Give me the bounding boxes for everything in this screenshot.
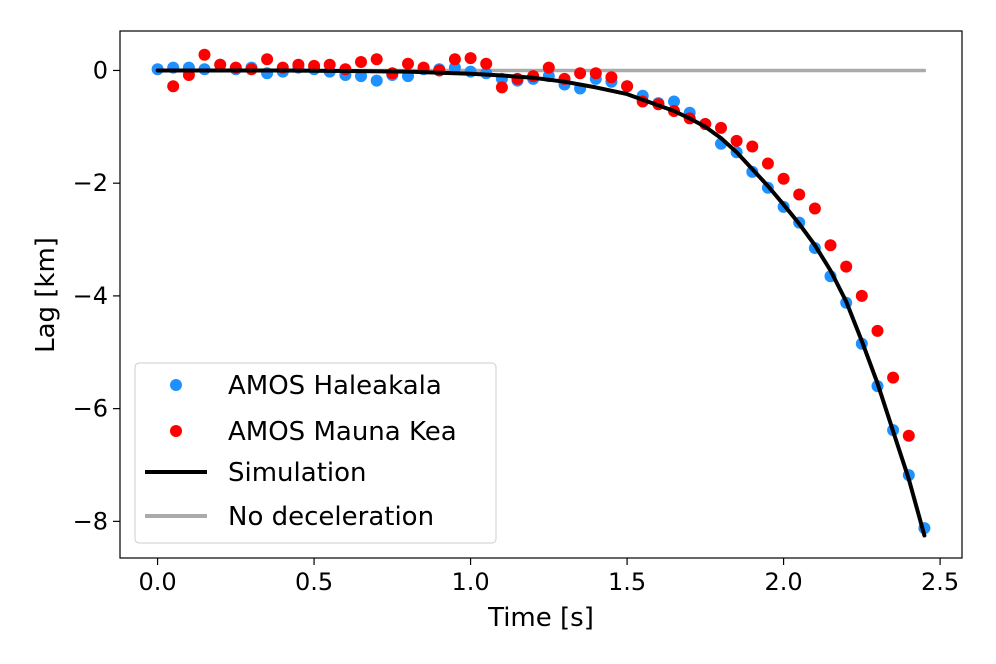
legend-label: AMOS Mauna Kea <box>228 417 457 447</box>
mauna-kea-point <box>292 58 305 71</box>
y-tick-label: −8 <box>73 507 108 535</box>
mauna-kea-point <box>715 121 727 134</box>
mauna-kea-point <box>761 157 774 170</box>
plot-frame <box>119 30 963 559</box>
legend-label: AMOS Haleakala <box>228 371 442 401</box>
x-tick-label: 1.5 <box>608 568 646 596</box>
mauna-kea-point <box>777 172 790 185</box>
mauna-kea-point <box>824 239 837 252</box>
mauna-kea-point <box>840 260 853 273</box>
mauna-kea-point <box>605 71 618 84</box>
haleakala-point <box>668 95 680 108</box>
x-tick-label: 2.0 <box>764 568 802 596</box>
mauna-kea-point <box>621 80 634 93</box>
simulation-line <box>155 68 927 538</box>
mauna-kea-point <box>402 57 414 70</box>
mauna-kea-point <box>855 289 868 302</box>
mauna-kea-point <box>902 429 915 442</box>
mauna-kea-point <box>574 67 587 80</box>
mauna-kea-point <box>887 371 900 384</box>
x-tick-label: 2.5 <box>921 568 959 596</box>
mauna-kea-point <box>198 48 211 61</box>
mauna-kea-point <box>871 324 884 337</box>
haleakala-point <box>370 74 383 87</box>
legend-frame <box>134 362 497 544</box>
y-tick-label: −4 <box>73 282 108 310</box>
mauna-kea-point <box>808 202 821 215</box>
mauna-kea-point <box>589 67 602 80</box>
legend-label: No deceleration <box>228 502 434 532</box>
y-axis-label: Lag [km] <box>31 237 61 353</box>
legend-marker <box>170 425 182 437</box>
legend: AMOS Haleakala AMOS Mauna Kea Simulation No… <box>134 362 497 544</box>
mauna-kea-point <box>323 58 336 71</box>
mauna-kea-point <box>495 81 508 94</box>
legend-label: Simulation <box>228 458 367 488</box>
mauna-kea-point <box>261 53 274 66</box>
mauna-kea-point <box>370 53 383 66</box>
haleakala-point <box>448 61 461 74</box>
x-axis-label: Time [s] <box>487 603 594 633</box>
mauna-kea-point <box>746 140 759 153</box>
series-layer <box>151 48 931 538</box>
x-tick-label: 1.0 <box>451 568 489 596</box>
y-tick-label: −2 <box>73 169 108 197</box>
mauna-kea-point <box>214 58 227 71</box>
mauna-kea-point <box>448 53 461 66</box>
y-tick-label: −6 <box>73 395 108 423</box>
mauna-kea-point <box>793 188 806 201</box>
mauna-kea-point <box>167 80 180 93</box>
mauna-kea-point <box>542 61 555 74</box>
mauna-kea-point <box>730 134 743 147</box>
x-tick-label: 0.5 <box>295 568 333 596</box>
mauna-kea-point <box>464 52 477 65</box>
legend-marker <box>170 379 182 391</box>
mauna-kea-point <box>355 56 367 68</box>
x-tick-label: 0.0 <box>138 568 176 596</box>
y-tick-label: 0 <box>93 56 108 84</box>
ticks: 0.0 0.5 1.0 1.5 2.0 2.5 0 −2 −4 −6 −8 <box>73 56 960 596</box>
mauna-kea-point <box>480 57 493 70</box>
